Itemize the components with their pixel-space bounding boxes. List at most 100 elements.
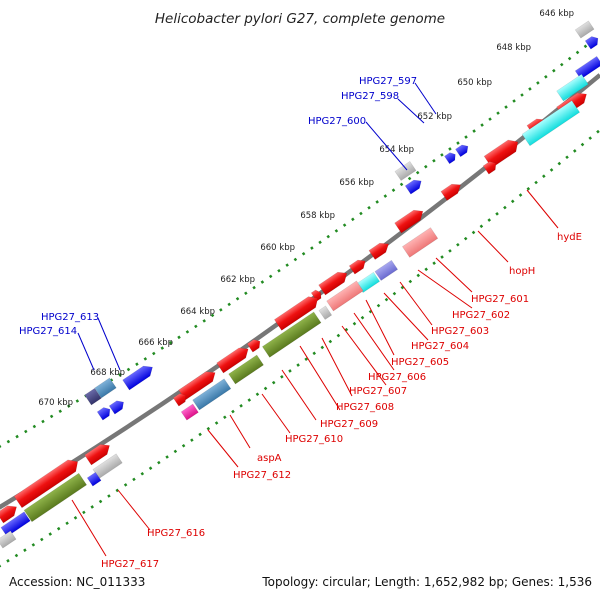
gene-block [84, 444, 110, 466]
gene-label-forward: HPG27_613 [41, 312, 99, 323]
gene-arrow [84, 444, 110, 466]
gene-block [482, 161, 497, 175]
gene-label-reverse: HPG27_606 [368, 372, 426, 383]
gene-block [574, 20, 595, 39]
leader-line [77, 332, 95, 371]
leader-line [365, 299, 395, 356]
leader-line [299, 345, 341, 411]
gene-label-reverse: hydE [557, 232, 582, 243]
gene-block [172, 393, 187, 407]
gene-features [0, 20, 600, 549]
gene-block [84, 387, 102, 406]
tick-label: 652 kbp [417, 112, 452, 122]
gene-block [404, 179, 422, 195]
gene-arrow [444, 152, 456, 165]
gene-block [273, 296, 319, 331]
gene-block [556, 73, 589, 102]
tick-label: 662 kbp [220, 275, 255, 285]
gene-arrow [455, 144, 469, 158]
gene-arrow [261, 311, 322, 358]
gene-arrow [556, 73, 589, 102]
gene-arrow [192, 378, 232, 411]
gene-arrow [246, 339, 261, 353]
tick-label: 658 kbp [300, 211, 335, 221]
gene-arrow [574, 20, 595, 39]
gene-label-reverse: HPG27_609 [320, 419, 378, 430]
gene-block [108, 400, 124, 415]
gene-block [521, 100, 581, 147]
gene-label-forward: HPG27_598 [341, 91, 399, 102]
gene-arrow [13, 459, 79, 509]
gene-block [394, 209, 424, 234]
tick-label: 650 kbp [457, 78, 492, 88]
gene-label-reverse: hopH [509, 266, 535, 277]
gene-label-reverse: aspA [257, 453, 282, 464]
gene-arrow [482, 161, 497, 175]
gene-arrow [318, 305, 333, 320]
gene-block [261, 311, 322, 358]
gene-label-reverse: HPG27_601 [471, 294, 529, 305]
leader-line [435, 257, 473, 293]
leader-line [397, 98, 425, 124]
leader-line [71, 499, 107, 557]
gene-arrow [228, 354, 264, 385]
gene-label-reverse: HPG27_608 [336, 402, 394, 413]
tick-label: 656 kbp [339, 178, 374, 188]
leader-line [117, 489, 151, 531]
tick-label: 654 kbp [379, 145, 414, 155]
gene-label-reverse: HPG27_610 [285, 434, 343, 445]
leader-line [383, 292, 429, 341]
tick-label: 660 kbp [260, 243, 295, 253]
gene-block [23, 472, 88, 523]
gene-block [326, 280, 364, 312]
gene-block [455, 144, 469, 158]
topology-text: Topology: circular; Length: 1,652,982 bp… [261, 575, 592, 589]
inner-dotted-arc [0, 129, 600, 568]
gene-block [192, 378, 232, 411]
gene-label-reverse: HPG27_616 [147, 528, 205, 539]
gene-arrow [273, 296, 319, 331]
gene-label-forward: HPG27_600 [308, 116, 366, 127]
gene-arrow [122, 365, 153, 391]
gene-block [348, 259, 366, 275]
gene-block [394, 160, 417, 181]
gene-block [0, 505, 17, 524]
scale-ticks: 646 kbp 648 kbp 650 kbp 652 kbp 654 kbp 656 k… [38, 9, 574, 408]
gene-arrow [521, 100, 581, 147]
leader-line [341, 325, 387, 386]
gene-block [444, 152, 456, 165]
gene-labels: HPG27_597 HPG27_598 HPG27_600 HPG27_613 HPG2… [19, 76, 582, 570]
gene-label-reverse: HPG27_607 [349, 386, 407, 397]
leader-line [229, 414, 251, 449]
gene-arrow [172, 393, 187, 407]
gene-arrow [440, 183, 461, 201]
tick-label: 666 kbp [138, 338, 173, 348]
gene-arrow [394, 209, 424, 234]
gene-block [216, 347, 249, 374]
gene-arrow [180, 403, 199, 421]
gene-block [318, 271, 348, 296]
gene-arrow [401, 227, 439, 258]
outer-dotted-arc [0, 33, 600, 448]
gene-block [228, 354, 264, 385]
gene-block [86, 471, 102, 487]
gene-arrow [584, 36, 599, 50]
gene-block [374, 259, 399, 281]
leader-line [261, 393, 291, 434]
leader-line [417, 269, 473, 309]
tick-label: 664 kbp [180, 307, 215, 317]
gene-label-reverse: HPG27_602 [452, 310, 510, 321]
gene-label-reverse: HPG27_604 [411, 341, 469, 352]
gene-block [318, 305, 333, 320]
gene-block [0, 530, 17, 549]
gene-arrow [326, 280, 364, 312]
accession-text: Accession: NC_011333 [9, 575, 145, 589]
leader-line [414, 82, 437, 115]
gene-arrow [374, 259, 399, 281]
gene-label-reverse: HPG27_617 [101, 559, 159, 570]
leader-line [353, 312, 395, 371]
gene-arrow [404, 179, 422, 195]
leader-line [207, 429, 239, 468]
